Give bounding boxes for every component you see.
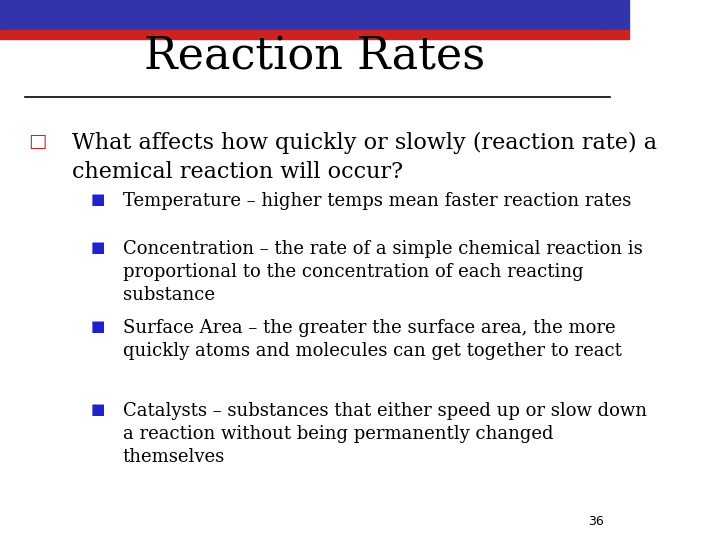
Text: Temperature – higher temps mean faster reaction rates: Temperature – higher temps mean faster r…	[122, 192, 631, 210]
Bar	[601, 0, 629, 30]
Bar	[0, 30, 601, 39]
Text: Catalysts – substances that either speed up or slow down
a reaction without bein: Catalysts – substances that either speed…	[122, 402, 647, 466]
Text: Concentration – the rate of a simple chemical reaction is
proportional to the co: Concentration – the rate of a simple che…	[122, 240, 642, 304]
Text: ■: ■	[90, 319, 104, 334]
Text: ■: ■	[90, 192, 104, 207]
Bar	[0, 0, 601, 30]
Bar	[601, 30, 629, 39]
Text: 36: 36	[588, 515, 603, 528]
Text: Reaction Rates: Reaction Rates	[144, 35, 485, 78]
Text: ■: ■	[90, 402, 104, 417]
Text: Surface Area – the greater the surface area, the more
quickly atoms and molecule: Surface Area – the greater the surface a…	[122, 319, 621, 360]
Text: □: □	[29, 132, 47, 151]
Text: What affects how quickly or slowly (reaction rate) a
chemical reaction will occu: What affects how quickly or slowly (reac…	[72, 132, 657, 183]
Text: ■: ■	[90, 240, 104, 255]
